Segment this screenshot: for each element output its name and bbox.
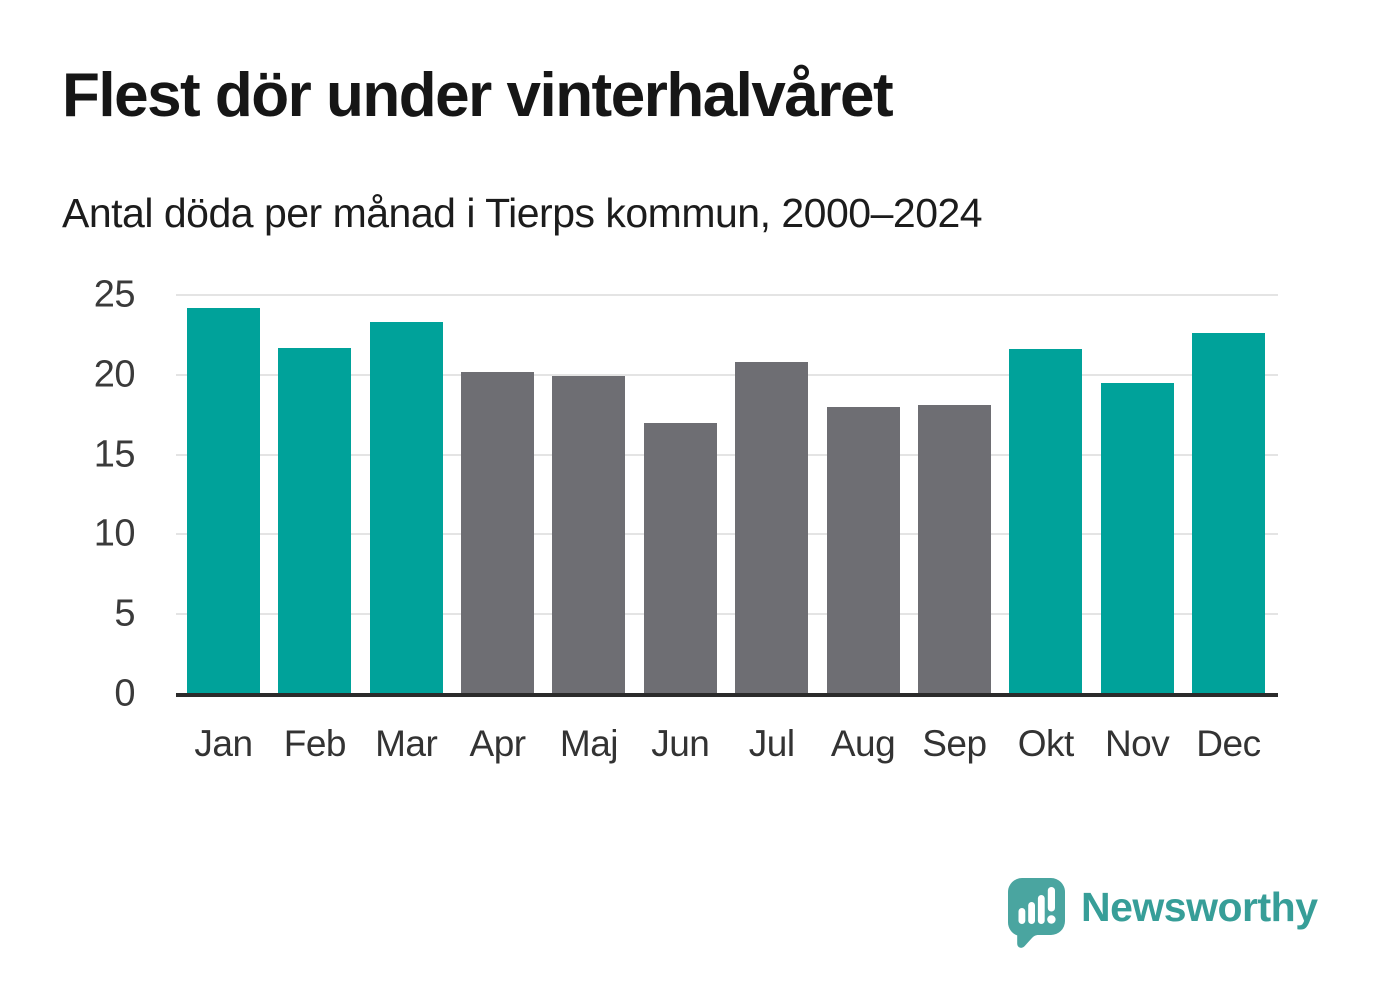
brand-name: Newsworthy	[1081, 884, 1318, 930]
bar-slot: Maj	[552, 295, 626, 764]
bar-maj	[552, 376, 626, 694]
newsworthy-logo-icon	[1008, 878, 1065, 948]
bar-slot: Jul	[735, 295, 809, 764]
bar-slot: Jan	[187, 295, 260, 764]
bar-okt	[1009, 349, 1083, 694]
x-tick-label: Aug	[830, 723, 896, 764]
bar-jul	[735, 362, 809, 694]
plot-area: Jan Feb Mar Apr Maj Jun Jul Aug Sep Okt Nov Dec	[176, 294, 1278, 764]
y-tick-label: 0	[114, 672, 135, 715]
x-tick-label: Mar	[375, 723, 438, 764]
bar-slot: Feb	[278, 295, 352, 764]
x-tick-label: Apr	[469, 723, 527, 764]
x-tick-label: Okt	[1017, 723, 1075, 764]
x-tick-label: Sep	[922, 723, 987, 764]
gridline	[176, 533, 1278, 536]
gridline	[176, 373, 1278, 376]
chart-subtitle: Antal döda per månad i Tierps kommun, 20…	[62, 190, 983, 236]
x-tick-label: Nov	[1104, 723, 1170, 764]
y-tick-label: 10	[93, 512, 136, 555]
x-tick-label: Maj	[559, 723, 619, 764]
bar-slot: Okt	[1009, 295, 1083, 764]
x-tick-label: Dec	[1196, 723, 1261, 764]
bar-nov	[1100, 382, 1174, 694]
bar-slot: Aug	[826, 295, 900, 764]
x-tick-label: Jul	[748, 723, 795, 764]
bar-dec	[1191, 333, 1265, 694]
x-tick-label: Jun	[651, 723, 710, 764]
x-axis-line	[176, 693, 1278, 697]
chart-title: Flest dör under vinterhalvåret	[62, 61, 894, 130]
bar-slot: Nov	[1100, 295, 1174, 764]
bar-feb	[278, 347, 352, 694]
gridline	[176, 294, 1278, 296]
gridline	[176, 453, 1278, 456]
bars-container: Jan Feb Mar Apr Maj Jun Jul Aug Sep Okt Nov Dec	[176, 295, 1278, 764]
y-tick-label: 20	[93, 353, 136, 396]
bar-slot: Dec	[1191, 295, 1265, 764]
bar-aug	[826, 406, 900, 694]
x-tick-label: Jan	[194, 723, 253, 764]
gridline	[176, 613, 1278, 616]
bar-jan	[187, 307, 260, 694]
bar-sep	[917, 405, 991, 694]
bar-slot: Apr	[461, 295, 535, 764]
y-tick-label: 25	[93, 273, 136, 316]
bar-slot: Jun	[643, 295, 717, 764]
y-tick-label: 5	[114, 592, 135, 635]
bar-slot: Mar	[369, 295, 443, 764]
x-tick-label: Feb	[283, 723, 347, 764]
bar-jun	[643, 422, 717, 694]
bar-mar	[369, 322, 443, 694]
bar-apr	[461, 371, 535, 694]
y-tick-label: 15	[93, 433, 136, 476]
brand-footer: Newsworthy	[1008, 878, 1318, 949]
y-axis-labels: 0 5 10 15 20 25	[40, 274, 136, 715]
bar-slot: Sep	[917, 295, 991, 764]
